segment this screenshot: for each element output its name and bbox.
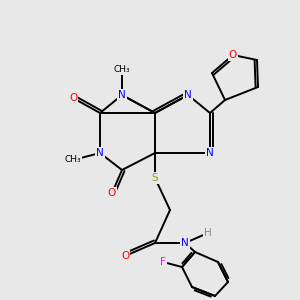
Text: O: O bbox=[121, 251, 129, 261]
Text: O: O bbox=[108, 188, 116, 198]
Text: F: F bbox=[160, 257, 166, 267]
Text: N: N bbox=[184, 90, 192, 100]
Text: N: N bbox=[118, 90, 126, 100]
Text: S: S bbox=[152, 173, 158, 183]
Text: CH₃: CH₃ bbox=[114, 65, 130, 74]
Text: O: O bbox=[69, 93, 77, 103]
Text: N: N bbox=[181, 238, 189, 248]
Text: O: O bbox=[229, 50, 237, 60]
Text: H: H bbox=[204, 228, 212, 238]
Text: N: N bbox=[96, 148, 104, 158]
Text: N: N bbox=[206, 148, 214, 158]
Text: CH₃: CH₃ bbox=[65, 155, 81, 164]
